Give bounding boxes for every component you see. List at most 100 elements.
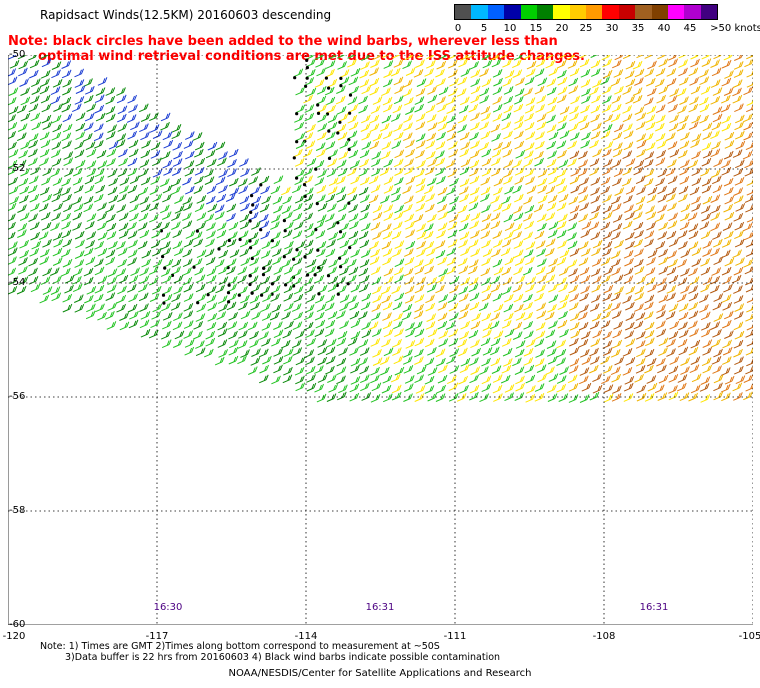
wind-barb: [658, 347, 668, 357]
wind-barb: [72, 176, 83, 186]
wind-barb: [8, 185, 19, 195]
wind-barb: [581, 330, 591, 340]
wind-barb: [326, 104, 336, 114]
wind-barb: [325, 319, 336, 329]
wind-barb: [238, 185, 249, 195]
wind-barb: [414, 303, 424, 313]
wind-barb: [678, 303, 689, 312]
wind-barb: [394, 204, 404, 214]
wind-barb: [535, 104, 545, 113]
wind-barb: [95, 303, 105, 313]
wind-barb: [611, 250, 621, 259]
wind-barb: [140, 328, 151, 338]
wind-barb: [448, 328, 459, 338]
wind-barb: [173, 150, 183, 160]
wind-barb: [534, 157, 544, 167]
wind-barb: [668, 303, 679, 312]
wind-barb: [372, 294, 383, 303]
wind-barb: [338, 203, 348, 212]
wind-barb: [183, 310, 194, 320]
wind-barb: [600, 76, 610, 85]
wind-barb: [567, 374, 578, 384]
wind-barb: [173, 285, 183, 295]
wind-barb: [38, 231, 49, 240]
wind-barb: [305, 356, 315, 366]
wind-barb: [459, 385, 469, 394]
wind-barb: [456, 88, 467, 97]
wind-barb: [634, 374, 644, 383]
wind-barb: [404, 213, 415, 223]
wind-barb: [95, 112, 106, 122]
wind-barb: [416, 365, 427, 375]
wind-barb: [579, 177, 589, 186]
wind-barb: [435, 393, 446, 402]
wind-barb: [733, 69, 744, 78]
wind-barb: [702, 240, 713, 249]
wind-barb: [141, 249, 152, 259]
wind-barb: [556, 357, 566, 367]
wind-barb: [482, 322, 493, 331]
wind-barb: [62, 86, 72, 96]
wind-barb: [625, 321, 635, 331]
wind-barb: [282, 229, 293, 239]
wind-barb: [51, 131, 62, 141]
wind-barb: [152, 221, 162, 231]
wind-barb: [658, 58, 669, 68]
wind-barb: [731, 274, 742, 284]
wind-barb: [742, 222, 753, 232]
wind-barb: [185, 185, 195, 195]
wind-barb: [712, 365, 722, 374]
wind-barb: [721, 166, 732, 176]
wind-barb: [52, 275, 62, 285]
wind-barb: [636, 392, 647, 402]
wind-barb: [414, 348, 424, 358]
wind-barb: [393, 320, 403, 330]
wind-barb: [512, 231, 522, 240]
wind-barb: [61, 60, 72, 69]
wind-barb: [591, 284, 602, 293]
wind-barb: [590, 268, 601, 277]
wind-barb: [204, 169, 214, 178]
wind-barb: [645, 337, 655, 347]
wind-barb: [503, 213, 514, 223]
wind-barb: [446, 186, 456, 196]
wind-barb: [603, 384, 614, 393]
wind-barb: [589, 303, 600, 312]
wind-barb: [314, 365, 324, 374]
wind-barb: [746, 70, 753, 78]
wind-barb: [635, 312, 646, 321]
wind-barb: [336, 231, 347, 241]
wind-barb: [512, 331, 523, 340]
wind-barb: [127, 167, 138, 177]
wind-barb: [602, 204, 613, 214]
wind-barb: [358, 186, 369, 196]
wind-barb: [546, 158, 557, 168]
wind-barb: [18, 266, 28, 275]
wind-barb: [592, 384, 603, 394]
wind-barb: [294, 221, 304, 230]
wind-barb: [39, 131, 50, 141]
wind-barb: [479, 87, 490, 97]
wind-barb: [206, 185, 217, 195]
wind-barb: [337, 61, 347, 70]
latitude-label: -60: [9, 619, 26, 630]
wind-barb: [437, 195, 447, 205]
wind-barb: [226, 258, 237, 268]
wind-barb: [655, 241, 666, 250]
wind-barb: [680, 132, 690, 141]
wind-barb: [610, 292, 621, 302]
wind-barb: [524, 220, 534, 230]
wind-barb: [105, 311, 115, 320]
wind-barb: [623, 250, 634, 259]
wind-barb: [468, 329, 479, 339]
wind-barb: [470, 366, 481, 375]
wind-barb: [581, 382, 592, 392]
wind-barb: [404, 195, 414, 205]
wind-barb: [138, 292, 149, 302]
wind-barb: [218, 303, 229, 312]
wind-barb: [370, 59, 380, 68]
wind-barb: [20, 167, 30, 177]
wind-barb: [140, 113, 151, 122]
wind-barb: [360, 176, 370, 186]
wind-barb: [403, 393, 413, 402]
